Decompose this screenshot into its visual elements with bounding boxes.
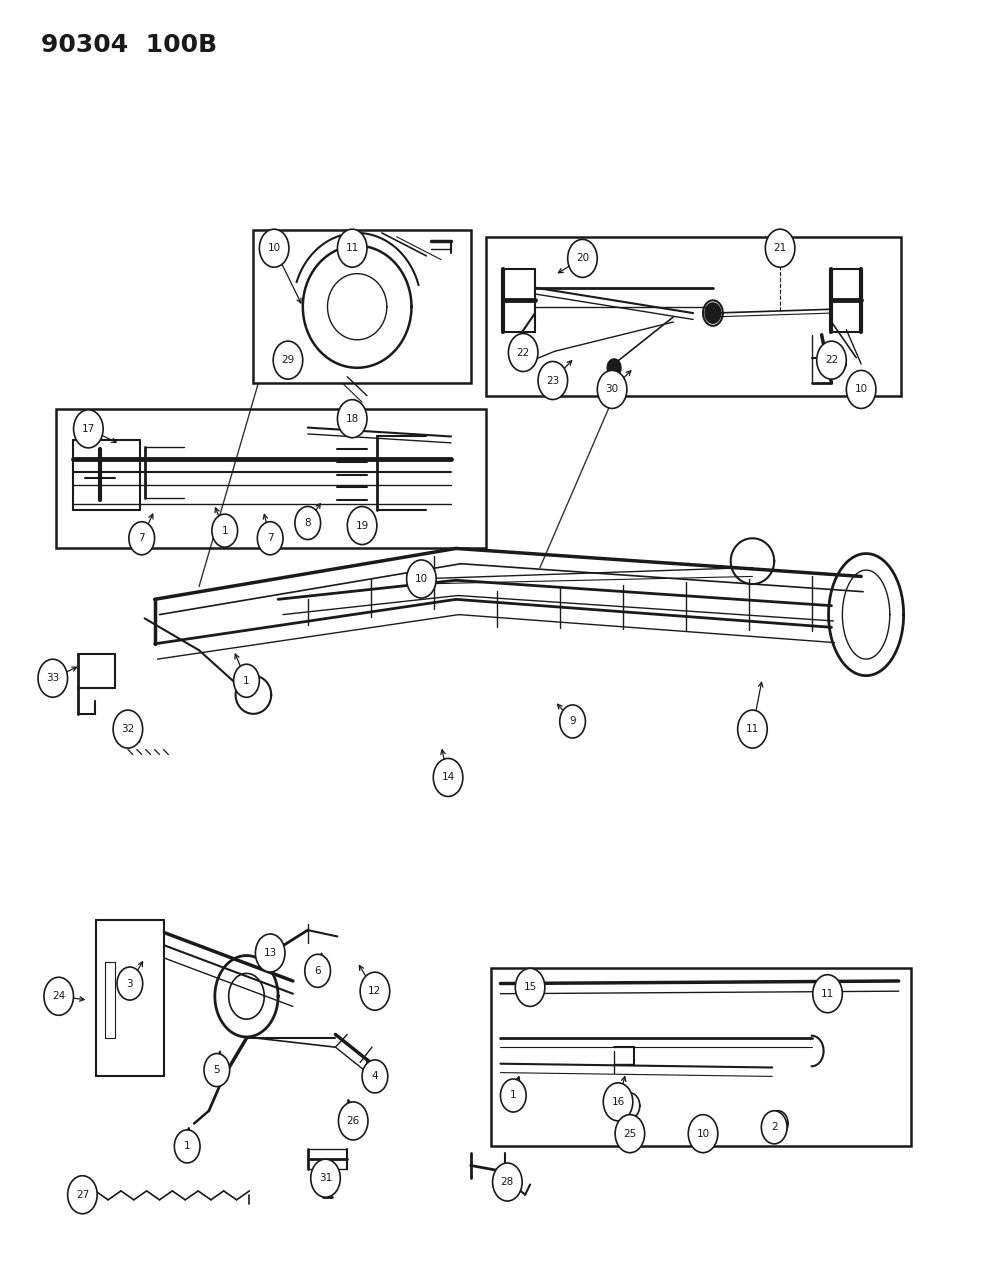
Circle shape: [73, 409, 103, 448]
Circle shape: [274, 342, 302, 379]
Text: 6: 6: [314, 966, 321, 975]
Polygon shape: [705, 303, 720, 324]
Circle shape: [234, 664, 260, 697]
Polygon shape: [832, 353, 846, 371]
Text: 19: 19: [356, 520, 369, 530]
Text: 10: 10: [697, 1128, 710, 1139]
Circle shape: [360, 972, 389, 1010]
Circle shape: [44, 977, 73, 1015]
Text: 1: 1: [243, 676, 250, 686]
Text: 26: 26: [347, 1116, 360, 1126]
Circle shape: [305, 954, 330, 987]
Polygon shape: [853, 374, 867, 391]
Circle shape: [813, 974, 842, 1012]
Bar: [254, 231, 471, 382]
Circle shape: [347, 506, 377, 544]
Text: 90304  100B: 90304 100B: [41, 33, 217, 57]
Circle shape: [761, 1111, 787, 1144]
Circle shape: [689, 1114, 717, 1153]
Circle shape: [568, 240, 598, 278]
Circle shape: [337, 399, 367, 437]
Bar: [55, 408, 486, 548]
Text: 1: 1: [184, 1141, 190, 1151]
Text: 16: 16: [611, 1096, 624, 1107]
Circle shape: [500, 1079, 526, 1112]
Circle shape: [433, 759, 463, 797]
Text: 9: 9: [569, 717, 576, 727]
Text: 8: 8: [304, 518, 311, 528]
Text: 24: 24: [53, 991, 65, 1001]
Text: 21: 21: [774, 244, 787, 254]
Circle shape: [38, 659, 67, 697]
Circle shape: [129, 521, 155, 555]
Text: 23: 23: [546, 376, 560, 385]
Text: 3: 3: [127, 978, 133, 988]
Circle shape: [337, 230, 367, 268]
Text: 1: 1: [510, 1090, 516, 1100]
Text: 22: 22: [825, 356, 838, 365]
Polygon shape: [607, 358, 621, 376]
Text: 17: 17: [81, 423, 95, 434]
Circle shape: [538, 362, 568, 399]
Text: 5: 5: [213, 1065, 220, 1075]
Text: 15: 15: [523, 982, 537, 992]
Text: 27: 27: [75, 1190, 89, 1200]
Circle shape: [737, 710, 767, 748]
Text: 7: 7: [139, 533, 145, 543]
Text: 29: 29: [281, 356, 294, 365]
Circle shape: [204, 1053, 230, 1086]
Circle shape: [311, 1159, 340, 1197]
Circle shape: [846, 371, 876, 408]
Circle shape: [362, 1060, 387, 1093]
Circle shape: [598, 371, 627, 408]
Circle shape: [615, 1114, 645, 1153]
Text: 30: 30: [606, 385, 618, 394]
Text: 2: 2: [771, 1122, 778, 1132]
Text: 33: 33: [47, 673, 59, 683]
Text: 31: 31: [319, 1173, 332, 1183]
Circle shape: [212, 514, 238, 547]
Text: 12: 12: [369, 986, 382, 996]
Circle shape: [493, 1163, 522, 1201]
Circle shape: [604, 1082, 633, 1121]
Circle shape: [560, 705, 586, 738]
Circle shape: [174, 1130, 200, 1163]
Circle shape: [515, 968, 545, 1006]
Text: 1: 1: [221, 525, 228, 536]
Text: 11: 11: [821, 988, 834, 998]
Circle shape: [258, 521, 283, 555]
Circle shape: [817, 342, 846, 379]
Circle shape: [508, 334, 538, 371]
Text: 11: 11: [746, 724, 759, 734]
Text: 7: 7: [267, 533, 274, 543]
Circle shape: [256, 935, 285, 972]
Text: 18: 18: [346, 413, 359, 423]
Circle shape: [260, 230, 289, 268]
Text: 28: 28: [500, 1177, 514, 1187]
Text: 20: 20: [576, 254, 589, 264]
Circle shape: [765, 230, 795, 268]
Bar: [486, 237, 901, 395]
Text: 22: 22: [516, 348, 530, 357]
Text: 11: 11: [346, 244, 359, 254]
Circle shape: [406, 560, 436, 598]
Circle shape: [67, 1176, 97, 1214]
Circle shape: [295, 506, 320, 539]
Circle shape: [117, 966, 143, 1000]
Text: 32: 32: [121, 724, 135, 734]
Text: 10: 10: [268, 244, 280, 254]
Circle shape: [338, 1102, 368, 1140]
Text: 4: 4: [372, 1071, 379, 1081]
Text: 10: 10: [415, 574, 428, 584]
Text: 13: 13: [264, 949, 276, 958]
Circle shape: [113, 710, 143, 748]
Text: 14: 14: [441, 773, 455, 783]
Text: 10: 10: [854, 385, 868, 394]
Bar: [491, 968, 911, 1146]
Text: 25: 25: [623, 1128, 636, 1139]
